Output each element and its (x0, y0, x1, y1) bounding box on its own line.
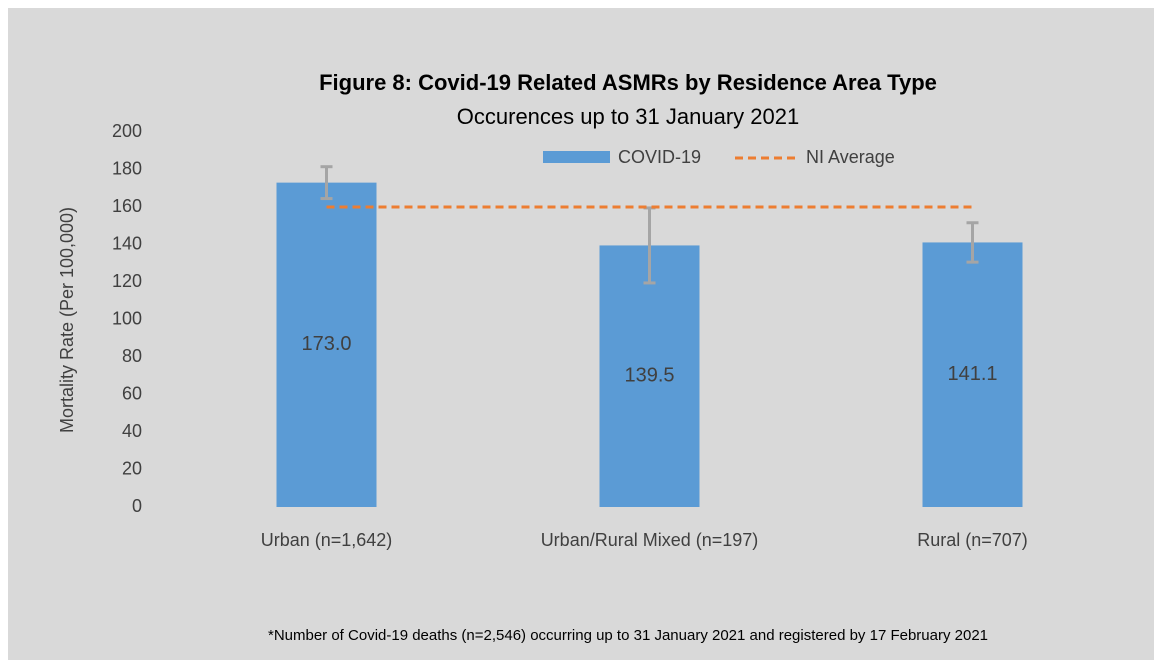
legend-swatch (543, 151, 610, 163)
data-label: 173.0 (301, 333, 351, 355)
x-tick-label: Rural (n=707) (917, 530, 1028, 550)
y-axis-label: Mortality Rate (Per 100,000) (57, 207, 77, 433)
bar (276, 182, 377, 507)
y-tick-label: 160 (112, 196, 142, 216)
bar (922, 242, 1023, 507)
y-tick-label: 180 (112, 158, 142, 178)
y-tick-label: 0 (132, 496, 142, 516)
bar (599, 245, 700, 507)
chart-subtitle: Occurences up to 31 January 2021 (457, 104, 799, 129)
y-tick-label: 100 (112, 308, 142, 328)
x-tick-label: Urban (n=1,642) (261, 530, 393, 550)
y-tick-label: 200 (112, 121, 142, 141)
error-bar (966, 221, 979, 264)
legend-label: COVID-19 (618, 147, 701, 167)
data-label: 141.1 (947, 363, 997, 385)
footnote: *Number of Covid-19 deaths (n=2,546) occ… (268, 627, 988, 644)
y-tick-label: 120 (112, 271, 142, 291)
x-tick-label: Urban/Rural Mixed (n=197) (541, 530, 759, 550)
chart-title: Figure 8: Covid-19 Related ASMRs by Resi… (319, 70, 937, 95)
y-tick-label: 40 (122, 421, 142, 441)
error-bar (320, 165, 333, 201)
y-tick-label: 140 (112, 233, 142, 253)
y-tick-label: 60 (122, 383, 142, 403)
legend-label: NI Average (806, 147, 895, 167)
y-tick-label: 20 (122, 458, 142, 478)
y-tick-label: 80 (122, 346, 142, 366)
data-label: 139.5 (624, 365, 674, 387)
